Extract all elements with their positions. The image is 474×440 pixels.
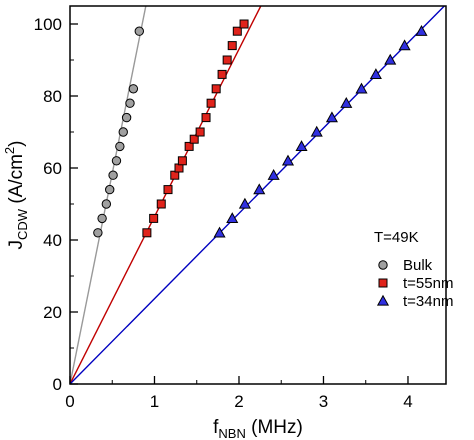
data-point-circle: [101, 199, 112, 209]
legend-label: t=55nm: [403, 275, 453, 292]
data-point-triangle: [340, 96, 353, 108]
data-point-triangle: [226, 212, 239, 224]
x-axis-title-sub: NBN: [218, 426, 245, 440]
y-axis-title-close: ): [6, 141, 27, 147]
data-point-square: [201, 113, 211, 123]
legend-marker-square: [378, 278, 388, 288]
data-point-triangle: [267, 168, 280, 180]
data-point-square: [222, 55, 232, 65]
data-point-triangle: [213, 226, 226, 238]
data-point-circle: [134, 26, 144, 36]
y-axis-title-sub: CDW: [15, 208, 30, 240]
data-point-circle: [97, 213, 107, 224]
data-point-square: [142, 228, 152, 238]
data-point-triangle: [310, 125, 323, 137]
data-point-circle: [125, 98, 135, 108]
x-axis-title: fNBN (MHz): [213, 417, 303, 440]
data-point-triangle: [384, 53, 397, 65]
data-point-circle: [93, 228, 103, 238]
data-point-triangle: [415, 24, 428, 36]
data-point-square: [184, 141, 194, 151]
data-point-circle: [115, 141, 125, 152]
data-point-square: [177, 156, 187, 166]
data-point-square: [206, 98, 216, 108]
fit-line-circle: [70, 6, 147, 384]
y-tick-label: 20: [43, 303, 62, 322]
y-axis-title-sup: 2: [2, 147, 17, 154]
data-point-square: [217, 69, 227, 79]
data-point-circle: [118, 127, 128, 137]
x-tick-label: 3: [319, 392, 328, 411]
y-tick-label: 80: [43, 87, 62, 106]
y-axis-title-main: J: [6, 240, 27, 250]
data-point-square: [239, 19, 249, 29]
x-tick-label: 0: [65, 392, 74, 411]
x-axis-title-unit: (MHz): [246, 417, 303, 438]
data-point-square: [189, 134, 199, 144]
data-point-circle: [108, 170, 118, 180]
y-tick-label: 60: [43, 159, 62, 178]
data-point-circle: [128, 84, 139, 94]
y-tick-label: 40: [43, 231, 62, 250]
y-axis-title-unit: (A/cm: [6, 154, 27, 209]
data-point-square: [195, 127, 205, 137]
data-point-square: [211, 84, 221, 94]
x-tick-label: 4: [403, 392, 412, 411]
y-tick-label: 100: [34, 15, 62, 34]
data-point-triangle: [281, 154, 295, 166]
x-axis-title-main: f: [213, 417, 219, 438]
data-point-square: [156, 199, 166, 209]
data-point-triangle: [238, 197, 251, 209]
x-tick-label: 2: [234, 392, 243, 411]
fit-lines: [70, 6, 445, 384]
data-point-triangle: [369, 68, 382, 80]
data-point-circle: [121, 112, 132, 123]
legend-marker-circle: [378, 260, 388, 270]
legend-label: Bulk: [403, 257, 433, 274]
data-point-triangle: [355, 82, 368, 94]
temperature-annotation: T=49K: [374, 229, 419, 246]
x-tick-label: 1: [150, 392, 159, 411]
legend-label: t=34nm: [403, 293, 453, 310]
plot-frame: [69, 5, 447, 385]
data-point-triangle: [325, 111, 338, 123]
data-point-triangle: [398, 39, 411, 51]
legend-marker-triangle: [376, 294, 390, 306]
fit-line-square: [70, 6, 262, 384]
data-point-square: [232, 26, 242, 36]
data-point-triangle: [253, 183, 266, 195]
data-point-triangle: [295, 140, 308, 152]
data-point-square: [149, 213, 159, 223]
data-point-circle: [105, 184, 115, 195]
fit-line-triangle: [70, 6, 445, 384]
y-tick-label: 0: [53, 375, 62, 394]
data-point-circle: [111, 156, 122, 166]
data-point-square: [163, 185, 173, 195]
y-axis-title: JCDW (A/cm2): [2, 141, 30, 250]
data-point-square: [227, 41, 237, 51]
data-markers: [93, 19, 428, 238]
